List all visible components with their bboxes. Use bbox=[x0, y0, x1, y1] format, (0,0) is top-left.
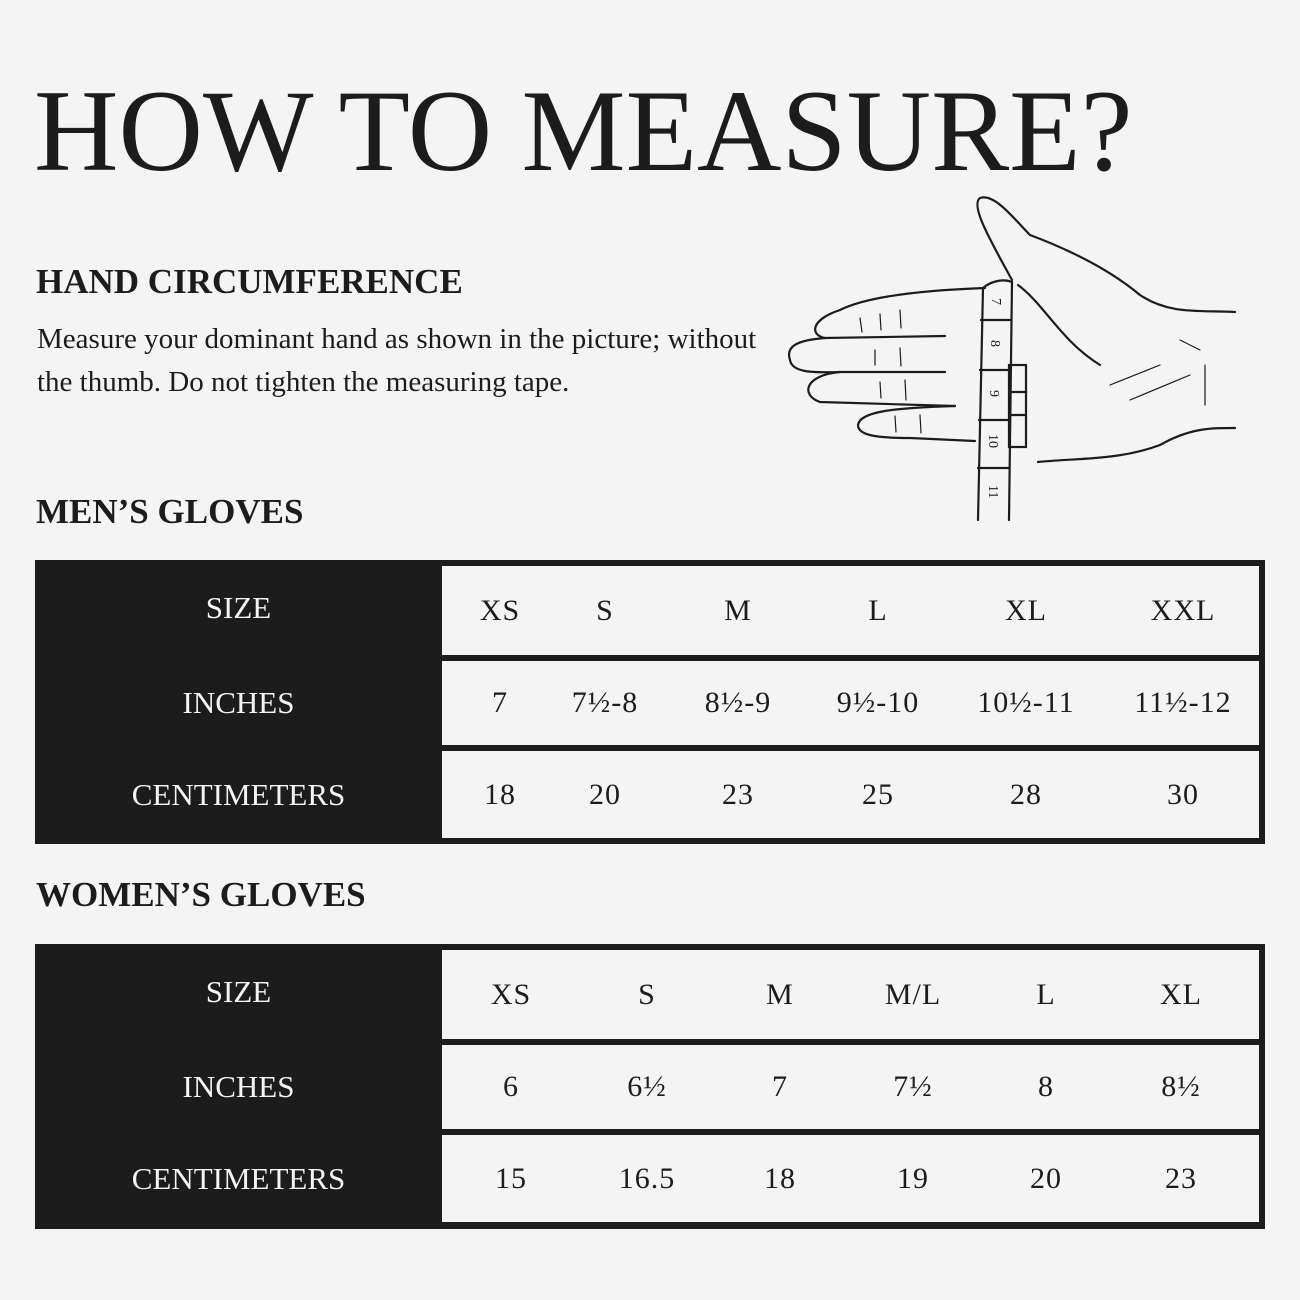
hand-circumference-instructions: Measure your dominant hand as shown in t… bbox=[37, 323, 757, 398]
table-cell: 16.5 bbox=[618, 1161, 676, 1195]
table-cell: 7½-8 bbox=[571, 686, 639, 719]
table-cell: 10½-11 bbox=[977, 686, 1075, 719]
tape-mark-10: 10 bbox=[985, 434, 1000, 448]
row-label: INCHES bbox=[182, 685, 295, 720]
womens-size-table: SIZE XS S M M/L L XL INCHES 6 6½ 7 7½ 8 8½ CENTIMETERS… bbox=[35, 944, 1265, 1229]
table-cell: 6½ bbox=[627, 1070, 667, 1103]
table-row: CENTIMETERS 18 20 23 25 28 30 bbox=[35, 751, 1265, 838]
table-cell: 6 bbox=[503, 1070, 519, 1103]
table-cell: 18 bbox=[484, 777, 516, 811]
table-cell: 9½-10 bbox=[836, 686, 920, 719]
table-cell: 25 bbox=[862, 777, 894, 811]
table-row: SIZE XS S M M/L L XL bbox=[35, 944, 1265, 1039]
table-cell: S bbox=[596, 593, 614, 627]
table-cell: 7½ bbox=[893, 1070, 933, 1103]
hand-circumference-heading: HAND CIRCUMFERENCE bbox=[36, 262, 463, 301]
table-row: SIZE XS S M L XL XXL bbox=[35, 560, 1265, 655]
table-cell: 19 bbox=[897, 1161, 929, 1195]
row-label: SIZE bbox=[205, 589, 272, 625]
tape-mark-7: 7 bbox=[988, 298, 1003, 305]
row-values: XS S M L XL XXL bbox=[442, 566, 1259, 655]
table-cell: XS bbox=[479, 593, 521, 627]
table-cell: 8 bbox=[1038, 1070, 1054, 1103]
table-cell: M bbox=[766, 977, 794, 1011]
table-cell: 15 bbox=[495, 1161, 527, 1195]
table-cell: 8½-9 bbox=[704, 686, 772, 719]
row-label: SIZE bbox=[205, 973, 272, 1009]
page-title: HOW TO MEASURE? bbox=[34, 67, 1133, 196]
row-values: 7 7½-8 8½-9 9½-10 10½-11 11½-12 bbox=[442, 661, 1259, 745]
table-cell: 8½ bbox=[1161, 1070, 1201, 1103]
table-cell: L bbox=[868, 593, 888, 627]
table-cell: XL bbox=[1005, 593, 1047, 627]
table-cell: XXL bbox=[1150, 593, 1216, 627]
mens-size-table: SIZE XS S M L XL XXL INCHES 7 7½-8 8½-9 9½-10 10½-11… bbox=[35, 560, 1265, 844]
row-label: INCHES bbox=[182, 1069, 295, 1104]
tape-mark-11: 11 bbox=[985, 485, 1000, 498]
mens-gloves-heading: MEN’S GLOVES bbox=[36, 492, 304, 531]
table-row: INCHES 7 7½-8 8½-9 9½-10 10½-11 11½-12 bbox=[35, 661, 1265, 745]
table-cell: XL bbox=[1160, 977, 1202, 1011]
table-cell: M bbox=[724, 593, 752, 627]
row-values: XS S M M/L L XL bbox=[442, 950, 1259, 1039]
table-cell: 18 bbox=[764, 1161, 796, 1195]
table-cell: 30 bbox=[1167, 777, 1199, 811]
row-label: CENTIMETERS bbox=[131, 776, 346, 812]
tape-mark-9: 9 bbox=[986, 390, 1001, 397]
row-label: CENTIMETERS bbox=[131, 1160, 346, 1196]
table-row: CENTIMETERS 15 16.5 18 19 20 23 bbox=[35, 1135, 1265, 1222]
table-cell: 23 bbox=[1165, 1161, 1197, 1195]
table-cell: M/L bbox=[884, 977, 942, 1011]
table-cell: 20 bbox=[589, 777, 621, 811]
womens-gloves-heading: WOMEN’S GLOVES bbox=[36, 875, 366, 914]
table-cell: L bbox=[1036, 977, 1056, 1011]
table-cell: 28 bbox=[1010, 777, 1042, 811]
table-cell: 23 bbox=[722, 777, 754, 811]
table-cell: S bbox=[638, 977, 656, 1011]
row-values: 18 20 23 25 28 30 bbox=[442, 751, 1259, 838]
table-cell: 7 bbox=[772, 1070, 788, 1103]
row-values: 15 16.5 18 19 20 23 bbox=[442, 1135, 1259, 1222]
hand-measuring-illustration: 7 8 9 10 11 bbox=[787, 196, 1237, 522]
tape-mark-8: 8 bbox=[987, 340, 1002, 347]
table-cell: 20 bbox=[1030, 1161, 1062, 1195]
table-cell: 7 bbox=[492, 686, 508, 719]
table-cell: 11½-12 bbox=[1134, 686, 1232, 719]
row-values: 6 6½ 7 7½ 8 8½ bbox=[442, 1045, 1259, 1129]
table-cell: XS bbox=[490, 977, 532, 1011]
table-row: INCHES 6 6½ 7 7½ 8 8½ bbox=[35, 1045, 1265, 1129]
